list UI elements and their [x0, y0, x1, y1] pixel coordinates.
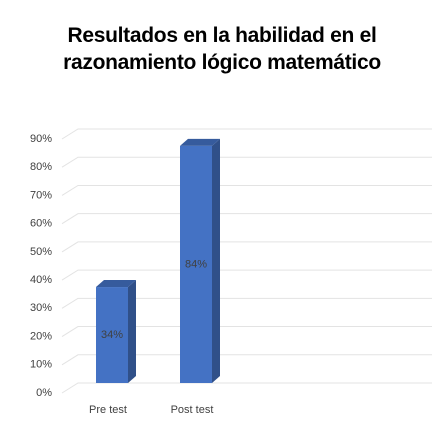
- bar: [96, 287, 128, 383]
- bar-side: [128, 280, 136, 383]
- grid-line: [61, 241, 432, 253]
- bar: [180, 145, 212, 383]
- grid-line: [61, 269, 432, 281]
- bar-side: [212, 138, 220, 383]
- bar-top: [96, 280, 136, 288]
- y-tick-label: 80%: [30, 161, 52, 173]
- grid-line: [61, 297, 432, 309]
- x-tick-label: Pre test: [89, 404, 127, 416]
- chart-title: Resultados en la habilidad en el razonam…: [63, 24, 381, 74]
- y-tick-label: 70%: [30, 189, 52, 201]
- grid-line: [61, 156, 432, 168]
- data-label: 84%: [185, 258, 207, 270]
- y-tick-label: 30%: [30, 302, 52, 314]
- grid-line: [61, 326, 432, 337]
- y-tick-label: 50%: [30, 246, 52, 258]
- grid-line: [61, 213, 432, 225]
- data-label: 34%: [101, 329, 123, 341]
- y-tick-label: 40%: [30, 274, 52, 286]
- y-tick-label: 60%: [30, 218, 52, 230]
- y-tick-label: 10%: [30, 359, 52, 371]
- grid-line: [61, 354, 432, 366]
- grid-line: [61, 184, 432, 196]
- y-tick-label: 0%: [36, 387, 52, 399]
- y-tick-label: 20%: [30, 330, 52, 342]
- bar-top: [180, 138, 220, 146]
- grid-line: [61, 382, 432, 394]
- x-tick-label: Post test: [171, 404, 214, 416]
- grid-line: [61, 128, 432, 140]
- y-tick-label: 90%: [30, 133, 52, 145]
